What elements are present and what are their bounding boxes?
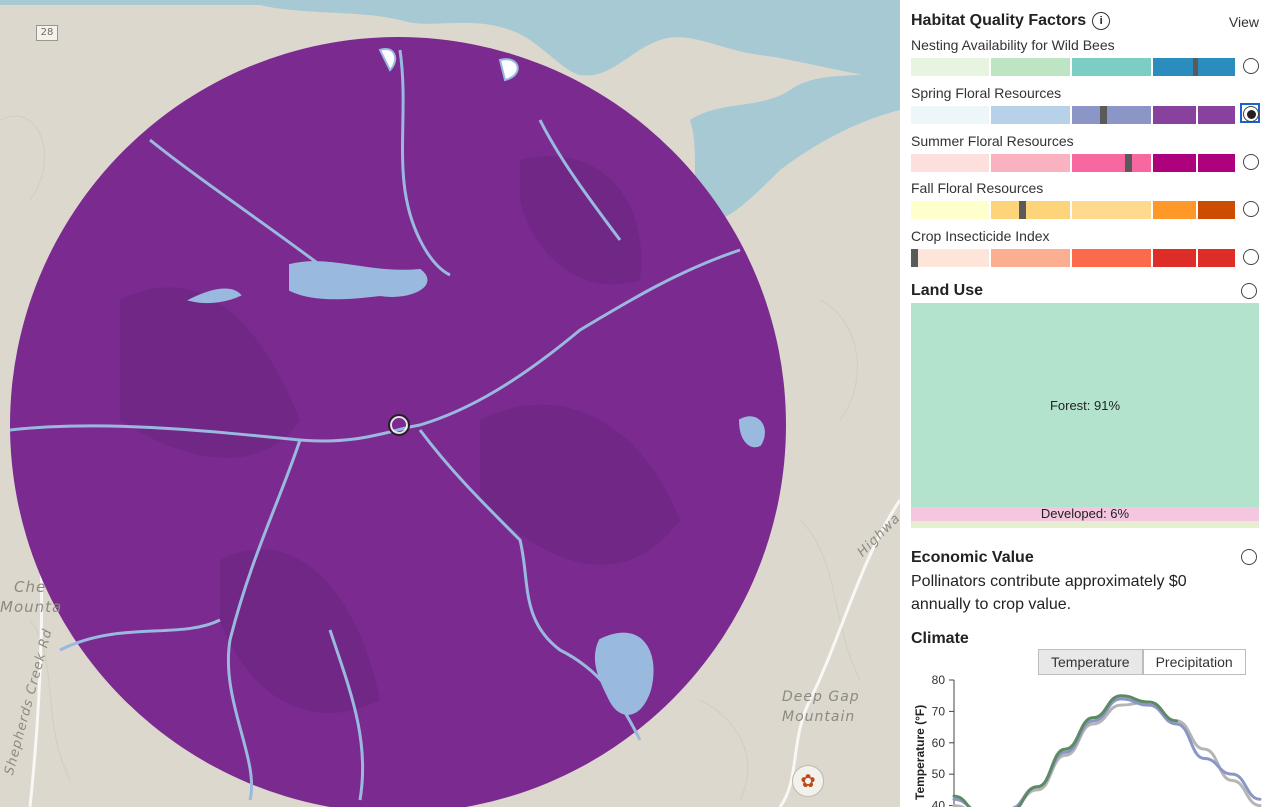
factor-bar-segment — [991, 154, 1072, 172]
factor-color-bar — [911, 154, 1241, 172]
habitat-title-row: Habitat Quality Factors i — [911, 12, 1111, 30]
factor-label: Crop Insecticide Index — [911, 228, 1050, 244]
map-label-deep-gap: Deep Gap — [782, 689, 860, 705]
developed-label: Developed: 6% — [1040, 506, 1130, 521]
factor-label: Summer Floral Resources — [911, 133, 1074, 149]
habitat-factor-row[interactable]: Spring Floral Resources — [911, 85, 1261, 124]
factor-color-bar — [911, 106, 1241, 124]
climate-title: Climate — [911, 630, 969, 647]
habitat-factor-row[interactable]: Crop Insecticide Index — [911, 228, 1261, 267]
info-icon[interactable]: i — [1092, 12, 1111, 30]
factor-bar-segment — [1072, 201, 1153, 219]
factor-radio[interactable] — [1243, 106, 1259, 122]
landuse-forest: Forest: 91% — [911, 303, 1259, 507]
factor-bar-segment — [911, 249, 991, 267]
factor-label: Fall Floral Resources — [911, 180, 1044, 196]
tab-precipitation[interactable]: Precipitation — [1142, 649, 1246, 675]
value-marker — [911, 249, 918, 267]
value-marker — [1125, 154, 1132, 172]
factor-radio[interactable] — [1243, 249, 1259, 265]
value-marker — [1100, 106, 1107, 124]
factor-label: Nesting Availability for Wild Bees — [911, 37, 1115, 53]
factor-bar-segment — [991, 58, 1072, 76]
chart-y-tick-label: 60 — [932, 736, 946, 750]
factor-radio[interactable] — [1243, 154, 1259, 170]
factor-bar-segment — [991, 249, 1072, 267]
tab-temperature[interactable]: Temperature — [1038, 649, 1143, 675]
factor-bar-segment — [911, 201, 991, 219]
factor-label: Spring Floral Resources — [911, 85, 1062, 101]
factor-bar-segment — [1198, 201, 1235, 219]
factor-color-bar — [911, 58, 1241, 76]
habitat-factor-row[interactable]: Fall Floral Resources — [911, 180, 1261, 219]
factor-color-bar — [911, 249, 1241, 267]
factor-bar-segment — [1153, 154, 1198, 172]
factor-bar-segment — [1198, 106, 1235, 124]
sidebar-panel: Habitat Quality Factors i View Nesting Av… — [900, 0, 1273, 807]
landuse-chart: Forest: 91% Developed: 6% — [911, 303, 1259, 528]
factor-radio[interactable] — [1243, 58, 1259, 74]
map-canvas — [0, 0, 900, 807]
chart-y-tick-label: 80 — [932, 673, 946, 687]
map-label-mountain: Mounta — [0, 598, 63, 616]
view-link[interactable]: View — [1228, 14, 1259, 30]
forest-label: Forest: 91% — [1049, 397, 1121, 413]
chart-y-tick-label: 50 — [932, 767, 946, 781]
chart-ylabel: Temperature (°F) — [913, 705, 927, 800]
economic-text: Pollinators contribute approximately $0 … — [911, 573, 1187, 613]
factor-bar-segment — [1072, 58, 1153, 76]
climate-tabs: Temperature Precipitation — [1038, 649, 1246, 675]
factor-bar-segment — [911, 106, 991, 124]
landuse-radio[interactable] — [1241, 283, 1257, 299]
chart-y-tick-label: 70 — [932, 704, 946, 718]
landuse-other — [911, 521, 1259, 528]
factor-radio[interactable] — [1243, 201, 1259, 217]
chart-series-line — [952, 697, 1262, 807]
factor-bar-segment — [1072, 106, 1153, 124]
factor-bar-segment — [1153, 201, 1198, 219]
selected-focus-ring — [1240, 103, 1260, 123]
factor-bar-segment — [991, 106, 1072, 124]
lake-area — [0, 0, 900, 80]
route-shield: 28 — [36, 25, 58, 41]
map-view[interactable]: 28 Che Mounta Shepherds Creek Rd Deep Ga… — [0, 0, 900, 807]
factor-bar-segment — [1153, 249, 1198, 267]
chart-y-tick-label: 40 — [932, 799, 946, 807]
butterfly-icon[interactable]: ✿ — [792, 765, 824, 797]
factor-bar-segment — [1198, 58, 1235, 76]
factor-bar-segment — [1072, 249, 1153, 267]
factor-bar-segment — [1072, 154, 1153, 172]
value-marker — [1019, 201, 1026, 219]
chart-series-line — [952, 700, 1262, 807]
factor-bar-segment — [911, 154, 991, 172]
chart-series-line — [952, 694, 1179, 807]
factor-bar-segment — [1198, 154, 1235, 172]
habitat-title: Habitat Quality Factors — [911, 12, 1087, 29]
habitat-factor-row[interactable]: Nesting Availability for Wild Bees — [911, 37, 1261, 76]
factor-bar-segment — [991, 201, 1072, 219]
lake-arm — [690, 70, 900, 222]
factor-bar-segment — [1198, 249, 1235, 267]
economic-title: Economic Value — [911, 549, 1034, 566]
map-label-che: Che — [14, 578, 47, 596]
map-label-deep-gap-mountain: Mountain — [782, 709, 856, 725]
factor-bar-segment — [1153, 58, 1200, 76]
landuse-developed: Developed: 6% — [911, 507, 1259, 521]
habitat-factor-row[interactable]: Summer Floral Resources — [911, 133, 1261, 172]
value-marker — [1193, 58, 1200, 76]
factor-bar-segment — [1153, 106, 1198, 124]
factor-color-bar — [911, 201, 1241, 219]
location-marker[interactable] — [388, 414, 410, 436]
climate-chart: 80 70 60 50 40 Temperature (°F) — [913, 673, 1262, 807]
economic-radio[interactable] — [1241, 549, 1257, 565]
factor-bar-segment — [911, 58, 991, 76]
landuse-title: Land Use — [911, 282, 984, 299]
